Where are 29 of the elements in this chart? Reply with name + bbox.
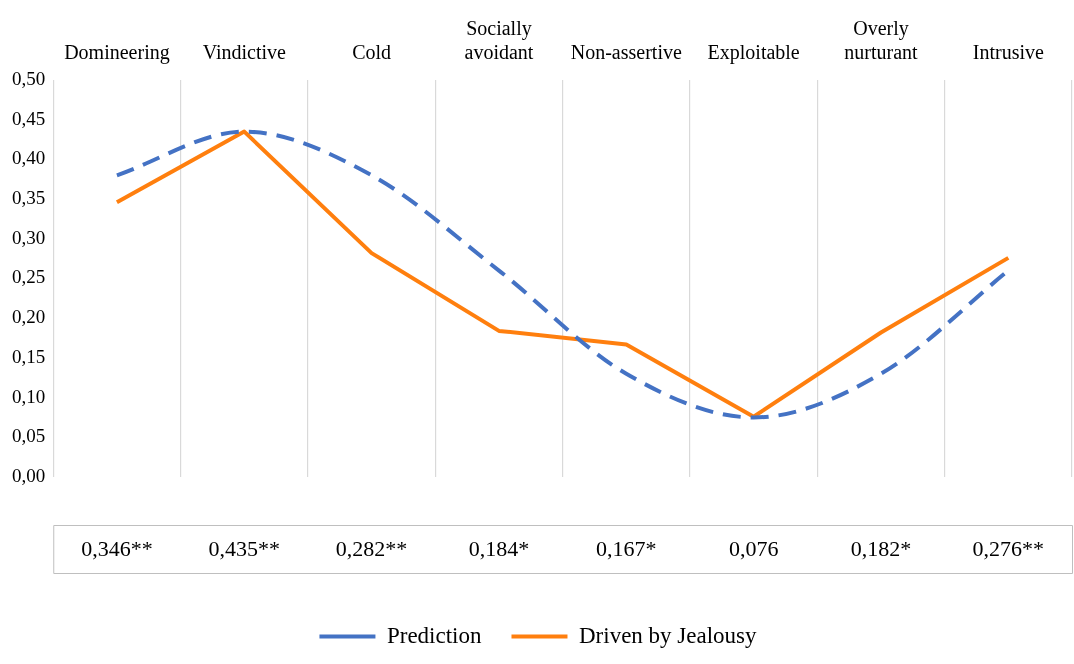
y-tick-label: 0,40	[12, 147, 46, 169]
data-label: 0,167*	[596, 535, 657, 561]
data-label: 0,076	[728, 535, 779, 561]
y-tick-label: 0,35	[12, 187, 46, 209]
y-tick-label: 0,30	[12, 226, 46, 248]
x-tick-label: Domineering	[64, 41, 170, 65]
data-label: 0,182*	[850, 535, 912, 561]
x-tick-label: Intrusive	[972, 41, 1044, 64]
x-tick-label: Non-assertive	[570, 41, 682, 64]
data-label: 0,276**	[972, 535, 1045, 561]
y-tick-label: 0,25	[12, 266, 46, 288]
y-tick-label: 0,05	[12, 425, 46, 447]
data-label: 0,435**	[208, 535, 281, 561]
data-label: 0,346**	[81, 535, 153, 561]
y-tick-label: 0,15	[12, 345, 46, 367]
x-tick-label: Socially avoidant	[464, 17, 534, 64]
legend-label: Prediction	[386, 622, 482, 648]
data-label: 0,184*	[468, 535, 530, 561]
legend-label: Driven by Jealousy	[578, 622, 758, 648]
x-tick-label: Overly nurturant	[844, 17, 919, 64]
x-tick-label: Cold	[352, 41, 392, 64]
y-tick-label: 0,50	[12, 67, 46, 89]
y-tick-label: 0,20	[12, 306, 46, 328]
y-tick-label: 0,00	[12, 464, 46, 486]
x-tick-label: Vindictive	[202, 41, 286, 64]
data-label: 0,282**	[335, 535, 408, 561]
y-tick-label: 0,10	[12, 385, 46, 407]
x-tick-label: Exploitable	[707, 41, 800, 65]
y-tick-label: 0,45	[12, 107, 46, 129]
